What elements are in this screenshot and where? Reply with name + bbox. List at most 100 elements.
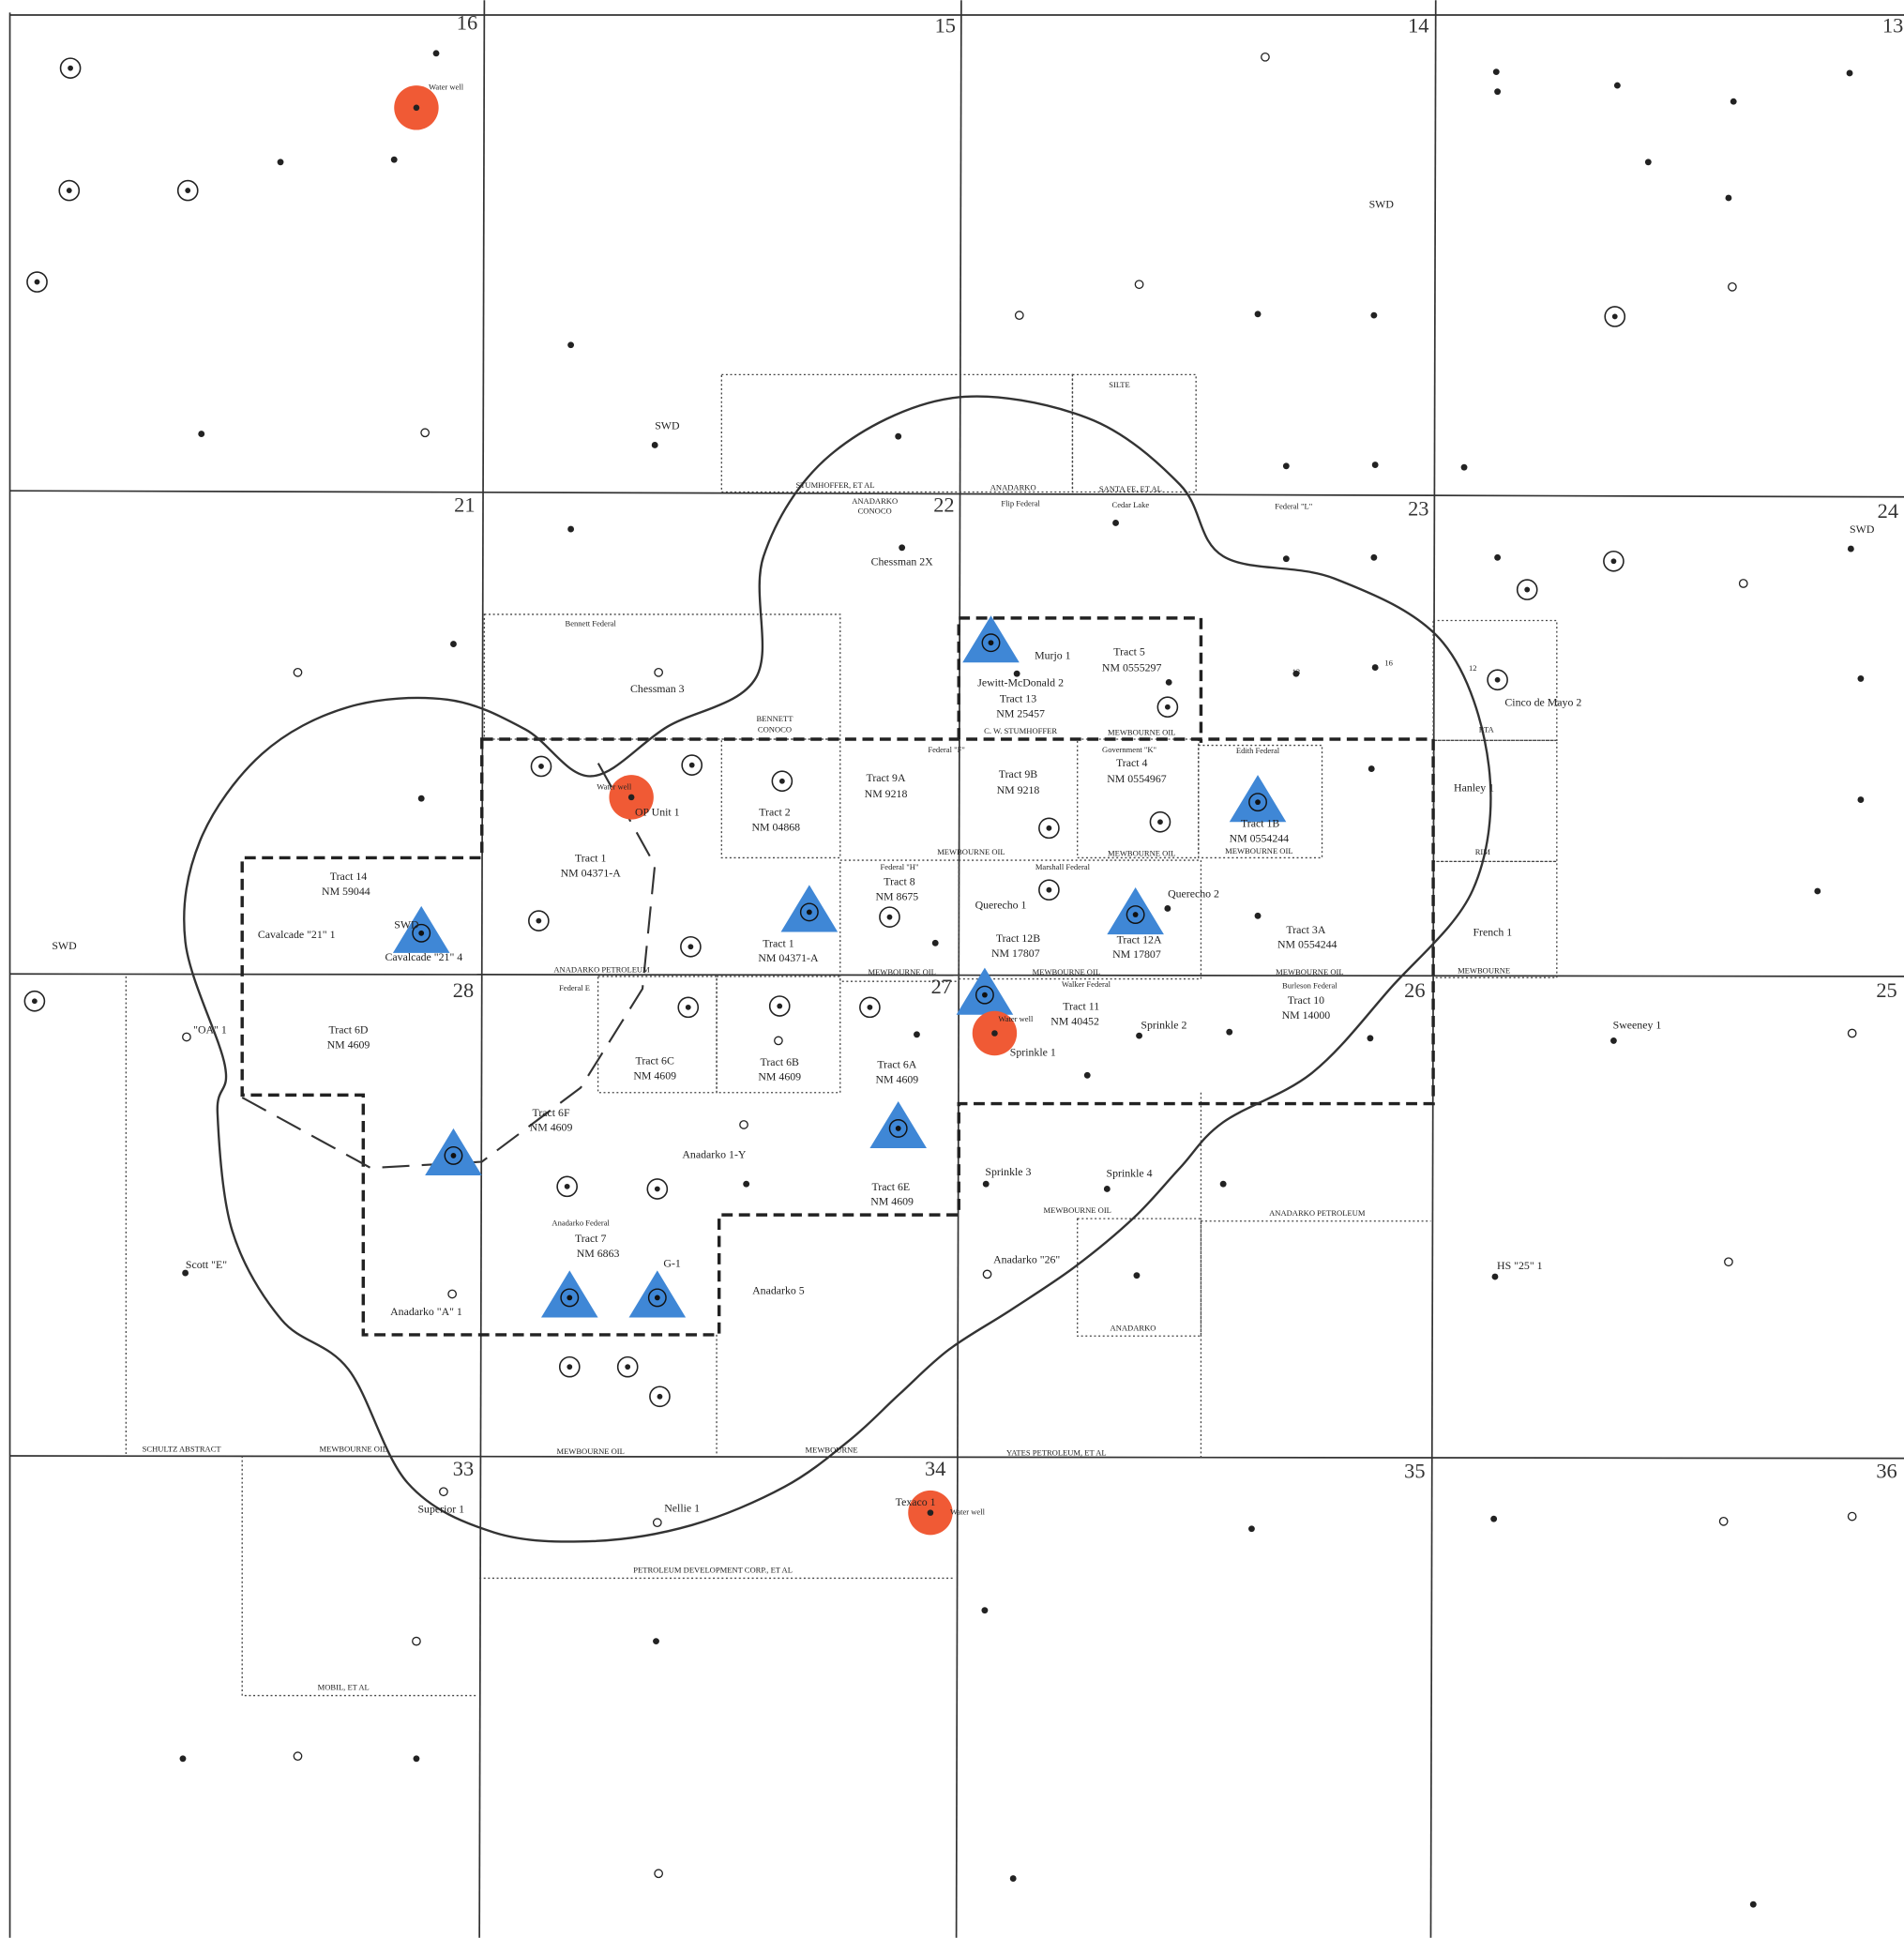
well-ring <box>616 1355 639 1378</box>
map-label: Cinco de Mayo 2 <box>1504 695 1581 708</box>
well-dot <box>432 50 440 57</box>
map-label: Anadarko "26" <box>993 1253 1060 1266</box>
labels: 16 15 14 13 21 22 23 24 28 27 26 25 33 34 35 36 Water we… <box>52 11 1903 1692</box>
well-ring <box>1604 306 1626 327</box>
well-dot <box>1367 1035 1374 1042</box>
well-dot <box>1132 912 1139 917</box>
well-open <box>982 1269 992 1279</box>
map-label: MEWBOURNE OIL <box>320 1444 387 1453</box>
well-dot <box>1846 69 1853 77</box>
well-open <box>293 1751 303 1762</box>
map-label: French 1 <box>1473 926 1512 939</box>
map-label: MEWBOURNE OIL <box>937 847 1005 856</box>
map-label: Tract 13 <box>1000 692 1036 705</box>
section-grid <box>8 0 1904 1938</box>
map-label: 16 <box>1384 659 1393 668</box>
map-label: Sweeney 1 <box>1613 1018 1662 1031</box>
well-dot <box>1219 1180 1227 1188</box>
map-label: Tract 6B <box>761 1055 799 1068</box>
well-open <box>439 1487 448 1497</box>
well-dot <box>625 1364 631 1370</box>
map-label: HS "25" 1 <box>1497 1259 1543 1272</box>
section-number: 34 <box>925 1457 945 1480</box>
map-label: Tract 1 <box>763 936 794 949</box>
map-label: NM 17807 <box>1112 947 1161 961</box>
map-label: Tract 2 <box>759 806 791 819</box>
well-ring <box>768 995 791 1017</box>
well-ring <box>23 990 46 1012</box>
well-dot <box>1368 765 1375 773</box>
injection-triangle <box>540 1270 598 1318</box>
map-label: Tract 8 <box>884 875 915 888</box>
well-dot <box>886 914 893 920</box>
well-dot <box>390 156 398 163</box>
map-label: Tract 6A <box>877 1057 916 1070</box>
well-dot <box>68 65 73 71</box>
map-label: SANTA FE, ET AL <box>1099 484 1162 493</box>
map-label: MEWBOURNE OIL <box>1033 967 1100 977</box>
well-ring <box>1156 696 1179 719</box>
well-ring <box>1516 579 1538 600</box>
map-label: Tract 6C <box>636 1054 674 1067</box>
well-dot <box>1292 670 1300 677</box>
well-dot <box>1725 194 1732 202</box>
well-ring <box>680 935 702 958</box>
well-ring <box>975 985 994 1005</box>
well-ring <box>677 996 700 1019</box>
map-label: MEWBOURNE OIL <box>1044 1205 1111 1215</box>
map-label: Jewitt-McDonald 2 <box>977 675 1064 689</box>
well-dot <box>688 944 694 950</box>
map-label: NM 17807 <box>991 946 1040 960</box>
well-ring <box>888 1118 908 1138</box>
map-label: ANADARKO <box>1111 1323 1156 1332</box>
map-label: G-1 <box>663 1257 680 1270</box>
map-label: Tract 10 <box>1288 993 1324 1007</box>
well-dot <box>914 1031 920 1038</box>
map-label: RIM <box>1475 847 1491 856</box>
map-label: Tract 14 <box>330 870 367 883</box>
well-dot <box>982 992 988 998</box>
well-dot <box>1857 796 1865 803</box>
well-dot <box>777 1003 783 1009</box>
well-dot <box>981 1607 989 1614</box>
well-dot <box>1857 675 1865 682</box>
map-label: Scott "E" <box>186 1258 227 1271</box>
well-ring <box>647 1288 667 1308</box>
map-label: Anadarko Federal <box>552 1218 610 1227</box>
well-ring <box>444 1145 463 1165</box>
map-label: Texaco 1 <box>896 1495 936 1508</box>
map-label: Tract 1 <box>575 851 607 864</box>
well-ring <box>1038 879 1060 901</box>
well-ring <box>1487 669 1508 691</box>
well-dot <box>418 930 425 936</box>
well-dot <box>1282 462 1290 470</box>
map-label: Water well <box>998 1014 1034 1023</box>
well-dot <box>1814 887 1821 895</box>
map-label: STUMHOFFER, ET AL <box>795 480 874 490</box>
well-dot <box>1046 825 1052 831</box>
map-label: CONOCO <box>858 507 892 516</box>
map-label: MEWBOURNE OIL <box>556 1446 624 1456</box>
map-label: Chessman 3 <box>630 682 685 695</box>
well-dot <box>1492 68 1500 76</box>
well-open <box>1261 52 1270 62</box>
map-label: SILTE <box>1109 380 1129 389</box>
well-dot <box>778 778 785 784</box>
well-dot <box>1644 159 1652 166</box>
well-dot <box>1046 886 1052 893</box>
map-label: Nellie 1 <box>664 1501 700 1514</box>
well-dot <box>417 795 425 802</box>
well-dot <box>1749 1900 1757 1908</box>
well-dot <box>1164 905 1171 912</box>
map-label: Tract 5 <box>1113 644 1145 658</box>
well-ring <box>1248 793 1267 812</box>
well-dot <box>654 1186 660 1192</box>
well-dot <box>899 544 906 552</box>
section-number: 23 <box>1408 496 1428 520</box>
well-ring <box>412 923 431 943</box>
well-dot <box>567 341 575 349</box>
injection-triangle <box>869 1100 927 1149</box>
well-ring <box>26 271 48 293</box>
well-dot <box>1157 819 1163 825</box>
